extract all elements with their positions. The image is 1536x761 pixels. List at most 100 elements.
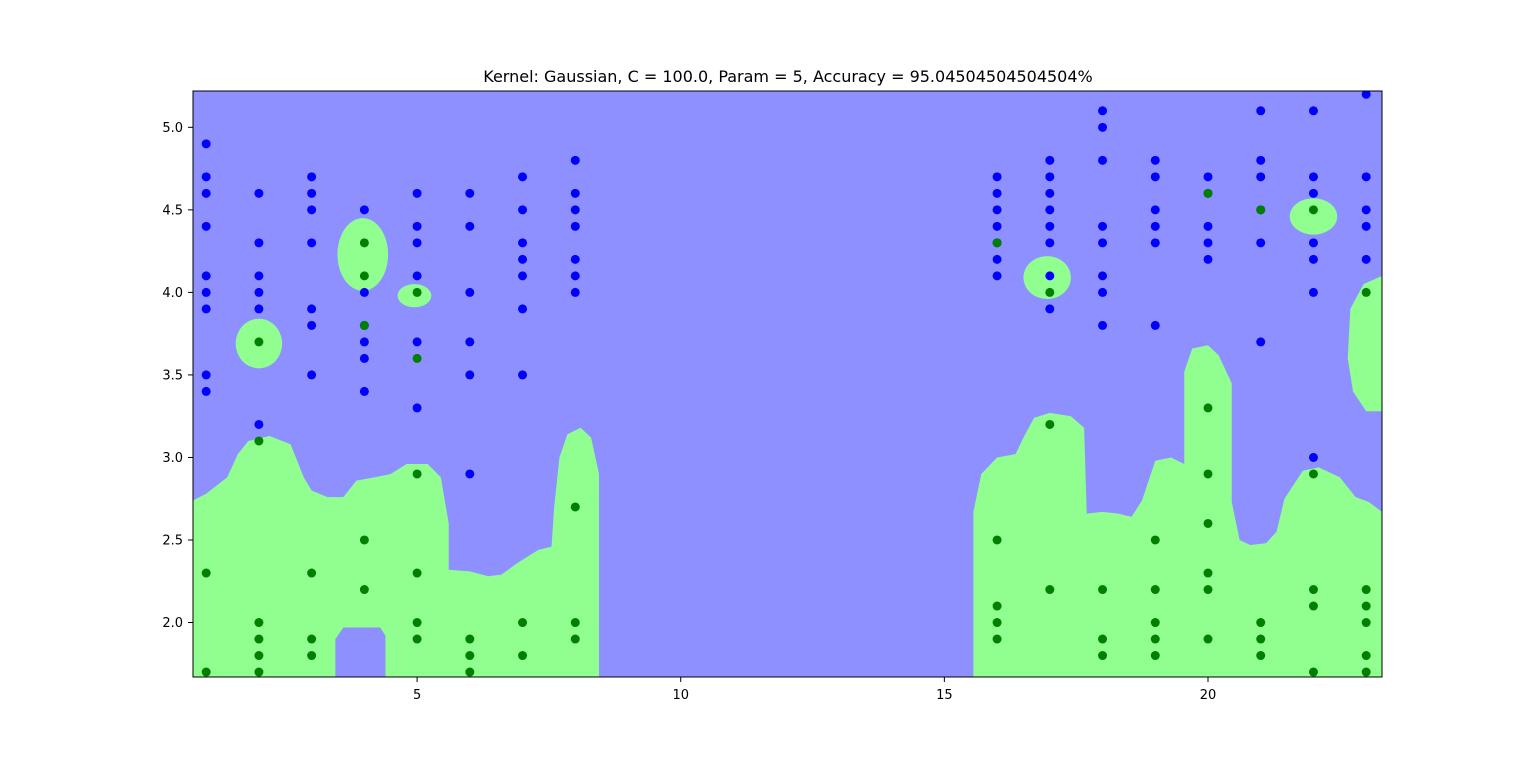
scatter-point (1098, 221, 1108, 231)
scatter-point (570, 287, 580, 297)
scatter-point (992, 535, 1002, 545)
y-tick-label: 2.5 (162, 533, 183, 548)
scatter-point (1361, 651, 1371, 661)
scatter-point (359, 320, 369, 330)
y-tick-label: 4.5 (162, 203, 183, 218)
scatter-point (412, 221, 422, 231)
x-tick-label: 10 (672, 688, 689, 703)
scatter-point (1045, 304, 1055, 314)
scatter-point (465, 188, 475, 198)
decision-region (337, 218, 389, 291)
scatter-point (201, 139, 211, 149)
decision-region (335, 627, 386, 677)
scatter-point (518, 651, 528, 661)
y-tick-label: 2.0 (162, 616, 183, 631)
scatter-point (1308, 585, 1318, 595)
y-tick-label: 3.5 (162, 368, 183, 383)
scatter-point (570, 502, 580, 512)
scatter-point (359, 585, 369, 595)
scatter-point (307, 370, 317, 380)
scatter-point (1308, 172, 1318, 182)
scatter-point (992, 601, 1002, 611)
scatter-point (307, 205, 317, 215)
scatter-point (254, 419, 264, 429)
scatter-point (1150, 634, 1160, 644)
scatter-point (1045, 205, 1055, 215)
scatter-point (1150, 651, 1160, 661)
scatter-points (201, 91, 1371, 677)
scatter-point (254, 618, 264, 628)
scatter-point (992, 205, 1002, 215)
scatter-point (1203, 221, 1213, 231)
scatter-point (992, 188, 1002, 198)
scatter-point (1203, 634, 1213, 644)
scatter-point (201, 568, 211, 578)
scatter-point (518, 238, 528, 248)
scatter-point (1308, 667, 1318, 677)
scatter-point (465, 469, 475, 479)
scatter-point (992, 634, 1002, 644)
scatter-point (1256, 155, 1266, 165)
chart-title: Kernel: Gaussian, C = 100.0, Param = 5, … (483, 67, 1092, 86)
scatter-point (307, 320, 317, 330)
scatter-point (1045, 419, 1055, 429)
scatter-point (465, 337, 475, 347)
scatter-point (1308, 452, 1318, 462)
scatter-point (307, 172, 317, 182)
scatter-point (201, 667, 211, 677)
scatter-point (1361, 221, 1371, 231)
y-tick-label: 5.0 (162, 121, 183, 136)
scatter-point (1203, 172, 1213, 182)
scatter-point (254, 188, 264, 198)
scatter-point (1308, 601, 1318, 611)
x-axis: 5 10 15 20 (413, 677, 1216, 703)
scatter-point (1045, 221, 1055, 231)
scatter-point (992, 271, 1002, 281)
scatter-point (1098, 585, 1108, 595)
scatter-point (1256, 618, 1266, 628)
scatter-point (1098, 634, 1108, 644)
scatter-point (518, 618, 528, 628)
scatter-point (307, 188, 317, 198)
scatter-point (518, 172, 528, 182)
scatter-point (1150, 320, 1160, 330)
scatter-point (1361, 287, 1371, 297)
scatter-point (1308, 469, 1318, 479)
scatter-point (412, 287, 422, 297)
scatter-point (1203, 188, 1213, 198)
scatter-point (1308, 287, 1318, 297)
scatter-point (1098, 238, 1108, 248)
axes-frame (192, 90, 1383, 678)
scatter-point (570, 155, 580, 165)
scatter-point (1045, 271, 1055, 281)
scatter-point (254, 337, 264, 347)
scatter-point (307, 304, 317, 314)
scatter-point (359, 205, 369, 215)
scatter-point (1361, 205, 1371, 215)
decision-region (1347, 275, 1382, 412)
scatter-point (201, 287, 211, 297)
scatter-point (1098, 651, 1108, 661)
scatter-point (1150, 172, 1160, 182)
scatter-point (1098, 106, 1108, 116)
scatter-point (1308, 238, 1318, 248)
scatter-point (1045, 155, 1055, 165)
scatter-point (1361, 618, 1371, 628)
scatter-point (1045, 188, 1055, 198)
scatter-point (1361, 254, 1371, 264)
scatter-point (1203, 469, 1213, 479)
scatter-point (201, 221, 211, 231)
scatter-point (1308, 205, 1318, 215)
scatter-point (1045, 238, 1055, 248)
scatter-point (1256, 634, 1266, 644)
y-tick-label: 4.0 (162, 286, 183, 301)
scatter-point (1308, 254, 1318, 264)
scatter-point (518, 304, 528, 314)
scatter-point (1203, 238, 1213, 248)
scatter-point (307, 634, 317, 644)
scatter-point (1150, 238, 1160, 248)
scatter-point (570, 254, 580, 264)
scatter-point (1150, 535, 1160, 545)
scatter-point (359, 238, 369, 248)
